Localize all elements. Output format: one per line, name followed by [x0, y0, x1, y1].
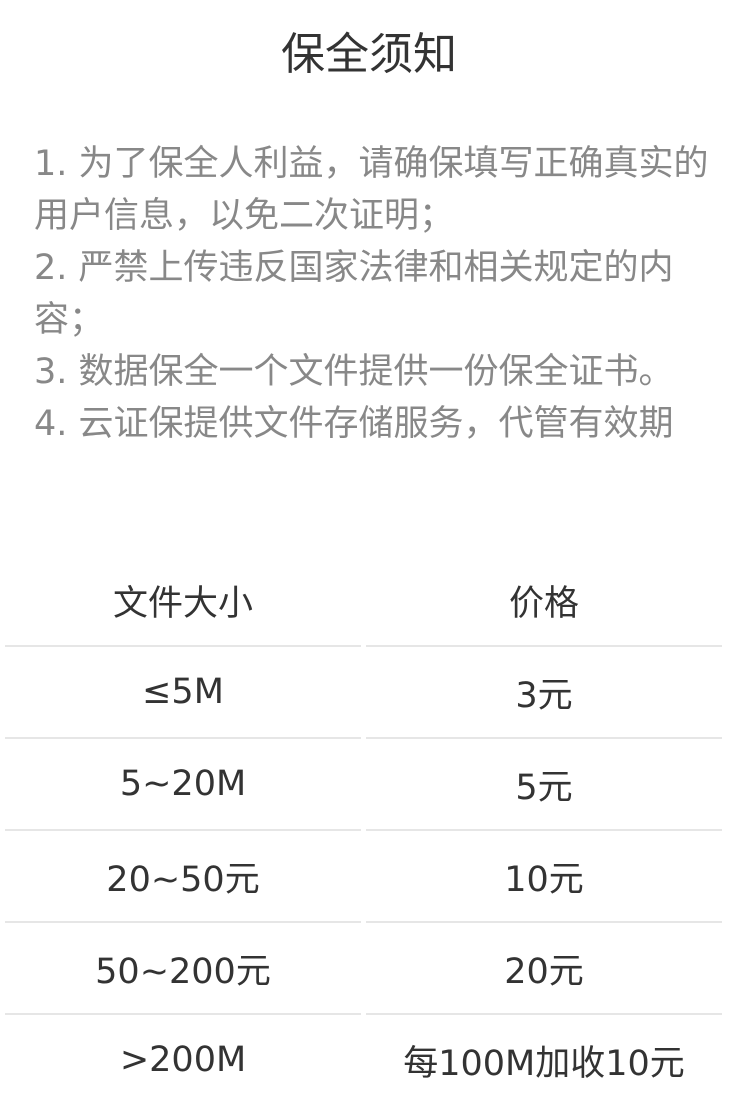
price-cell: 3元	[366, 647, 722, 739]
table-row: ≤5M 3元	[5, 647, 722, 739]
table-row: >200M 每100M加收10元	[5, 1015, 722, 1105]
file-size-cell: 20~50元	[5, 831, 361, 923]
table-row: 5~20M 5元	[5, 739, 722, 831]
notice-list: 1. 为了保全人利益，请确保填写正确真实的用户信息，以免二次证明； 2. 严禁上…	[34, 138, 714, 450]
price-cell: 20元	[366, 923, 722, 1015]
table-row: 20~50元 10元	[5, 831, 722, 923]
page-title: 保全须知	[281, 29, 457, 80]
price-cell: 5元	[366, 739, 722, 831]
table-header-row: 文件大小 价格	[5, 555, 722, 647]
notice-item: 3. 数据保全一个文件提供一份保全证书。	[34, 352, 674, 392]
header-price: 价格	[366, 555, 722, 647]
price-table: 文件大小 价格 ≤5M 3元 5~20M 5元 20~50元 10元 50~20…	[0, 555, 727, 1105]
table-row: 50~200元 20元	[5, 923, 722, 1015]
price-cell: 每100M加收10元	[403, 1043, 685, 1084]
notice-item: 1. 为了保全人利益，请确保填写正确真实的用户信息，以免二次证明；	[34, 144, 709, 236]
file-size-cell: 5~20M	[5, 739, 361, 831]
price-cell: 10元	[366, 831, 722, 923]
file-size-cell: ≤5M	[5, 647, 361, 739]
notice-item: 4. 云证保提供文件存储服务，代管有效期	[34, 404, 674, 444]
notice-item: 2. 严禁上传违反国家法律和相关规定的内容；	[34, 248, 674, 340]
header-file-size: 文件大小	[5, 555, 361, 647]
file-size-cell: 50~200元	[5, 923, 361, 1015]
file-size-cell: >200M	[119, 1040, 247, 1080]
